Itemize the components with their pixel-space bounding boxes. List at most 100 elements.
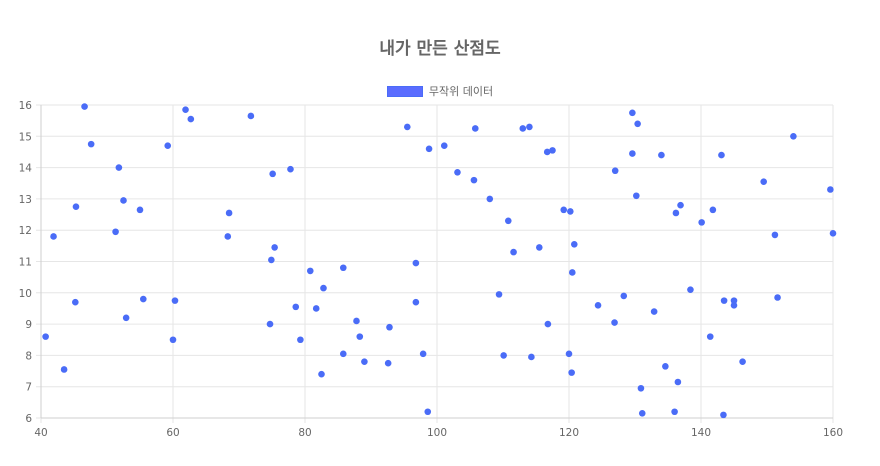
data-point[interactable]	[629, 109, 636, 117]
data-point[interactable]	[739, 358, 746, 365]
data-point[interactable]	[339, 264, 347, 272]
data-point[interactable]	[720, 411, 727, 419]
data-point[interactable]	[526, 123, 533, 131]
data-point[interactable]	[528, 353, 535, 361]
data-point[interactable]	[774, 294, 781, 301]
data-point[interactable]	[454, 168, 461, 176]
data-point[interactable]	[771, 231, 779, 239]
data-point[interactable]	[271, 244, 278, 251]
data-point[interactable]	[72, 298, 79, 306]
data-point[interactable]	[486, 195, 494, 203]
data-point[interactable]	[567, 208, 574, 215]
data-point[interactable]	[718, 151, 725, 159]
data-point[interactable]	[570, 240, 578, 248]
data-point[interactable]	[611, 319, 618, 326]
data-point[interactable]	[471, 125, 479, 132]
legend-label[interactable]: 무작위 데이터	[428, 85, 494, 98]
data-point[interactable]	[658, 151, 665, 159]
data-point[interactable]	[495, 291, 503, 298]
data-point[interactable]	[510, 248, 517, 256]
data-point[interactable]	[42, 333, 49, 340]
data-point[interactable]	[650, 308, 658, 315]
data-point[interactable]	[136, 206, 144, 214]
data-point[interactable]	[687, 286, 694, 293]
data-point[interactable]	[87, 140, 95, 148]
legend-swatch[interactable]	[386, 85, 423, 97]
data-point[interactable]	[720, 297, 728, 304]
data-point[interactable]	[266, 320, 274, 328]
data-point[interactable]	[829, 230, 837, 237]
data-point[interactable]	[386, 323, 393, 331]
data-point[interactable]	[568, 369, 575, 376]
data-point[interactable]	[404, 123, 411, 131]
data-point[interactable]	[706, 333, 714, 340]
data-point[interactable]	[594, 302, 602, 309]
data-point[interactable]	[620, 292, 628, 300]
data-point[interactable]	[760, 178, 767, 185]
data-point[interactable]	[120, 197, 127, 204]
data-point[interactable]	[115, 164, 123, 171]
data-point[interactable]	[356, 333, 364, 340]
data-point[interactable]	[662, 363, 669, 370]
data-point[interactable]	[384, 359, 392, 367]
data-point[interactable]	[225, 209, 233, 217]
data-point[interactable]	[292, 303, 300, 311]
legend[interactable]: 무작위 데이터	[0, 83, 880, 99]
data-point[interactable]	[182, 106, 189, 113]
data-point[interactable]	[81, 103, 88, 110]
data-point[interactable]	[504, 217, 512, 225]
data-point[interactable]	[269, 170, 276, 178]
data-point[interactable]	[544, 320, 552, 328]
data-point[interactable]	[674, 378, 682, 386]
data-point[interactable]	[112, 228, 119, 236]
data-point[interactable]	[633, 192, 640, 200]
data-point[interactable]	[412, 259, 420, 267]
data-point[interactable]	[470, 176, 478, 184]
data-point[interactable]	[500, 352, 507, 359]
data-point[interactable]	[339, 350, 347, 358]
data-point[interactable]	[419, 350, 427, 358]
data-point[interactable]	[637, 384, 645, 392]
data-point[interactable]	[140, 295, 147, 303]
data-point[interactable]	[268, 256, 275, 264]
data-point[interactable]	[122, 314, 130, 322]
data-point[interactable]	[543, 148, 551, 156]
data-point[interactable]	[169, 336, 177, 344]
data-point[interactable]	[187, 115, 195, 123]
data-point[interactable]	[565, 350, 573, 358]
data-point[interactable]	[424, 408, 432, 416]
data-point[interactable]	[306, 267, 314, 275]
data-point[interactable]	[72, 203, 80, 211]
data-point[interactable]	[709, 206, 717, 214]
data-point[interactable]	[827, 186, 834, 193]
data-point[interactable]	[536, 244, 543, 251]
data-point[interactable]	[790, 133, 797, 140]
data-point[interactable]	[672, 209, 680, 217]
data-point[interactable]	[171, 297, 179, 304]
data-point[interactable]	[353, 317, 360, 325]
data-point[interactable]	[519, 125, 527, 132]
data-point[interactable]	[312, 305, 320, 312]
data-point[interactable]	[297, 336, 304, 344]
data-point[interactable]	[412, 298, 420, 306]
data-point[interactable]	[698, 219, 705, 226]
data-point[interactable]	[440, 142, 448, 149]
data-point[interactable]	[287, 165, 294, 173]
data-point[interactable]	[634, 120, 641, 128]
data-point[interactable]	[318, 370, 325, 378]
data-point[interactable]	[638, 410, 646, 417]
data-point[interactable]	[247, 112, 255, 120]
data-point[interactable]	[164, 142, 172, 149]
data-point[interactable]	[320, 284, 327, 292]
data-point[interactable]	[730, 302, 738, 309]
data-point[interactable]	[560, 206, 568, 214]
data-point[interactable]	[50, 233, 57, 240]
data-point[interactable]	[425, 145, 433, 153]
data-point[interactable]	[629, 150, 636, 157]
data-point[interactable]	[549, 147, 556, 154]
data-point[interactable]	[60, 366, 68, 373]
data-point[interactable]	[730, 297, 738, 304]
data-point[interactable]	[361, 358, 368, 365]
data-point[interactable]	[611, 167, 619, 175]
data-point[interactable]	[224, 233, 232, 240]
